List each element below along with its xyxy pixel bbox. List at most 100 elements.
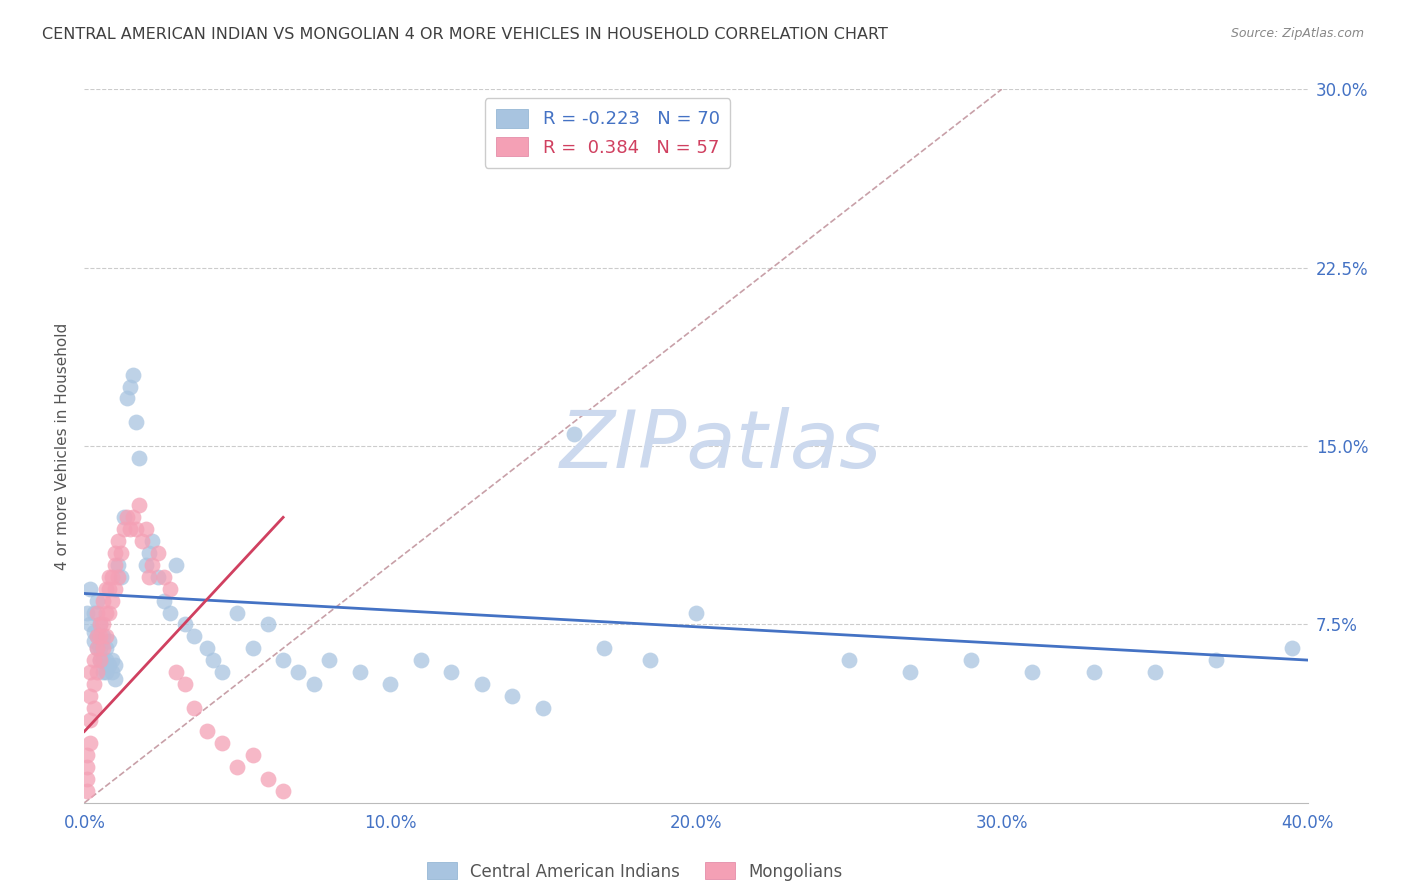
Point: [112, 522, 135, 536]
Point: [271, 653, 294, 667]
Point: [211, 736, 233, 750]
Point: [159, 606, 181, 620]
Point: [195, 641, 218, 656]
Point: [302, 677, 325, 691]
Point: [153, 593, 176, 607]
Point: [153, 570, 176, 584]
Point: [531, 700, 554, 714]
Point: [76, 772, 98, 786]
Point: [174, 677, 197, 691]
Point: [107, 534, 129, 549]
Point: [104, 582, 127, 596]
Point: [1083, 665, 1105, 679]
Point: [1021, 665, 1043, 679]
Point: [107, 558, 129, 572]
Point: [104, 657, 127, 672]
Point: [471, 677, 494, 691]
Point: [104, 546, 127, 560]
Point: [122, 368, 145, 382]
Point: [159, 582, 181, 596]
Point: [165, 665, 187, 679]
Point: [115, 392, 138, 406]
Point: [86, 606, 108, 620]
Point: [89, 629, 111, 643]
Point: [409, 653, 432, 667]
Point: [131, 534, 153, 549]
Point: [79, 736, 101, 750]
Point: [685, 606, 707, 620]
Point: [94, 665, 117, 679]
Point: [86, 665, 108, 679]
Point: [86, 593, 108, 607]
Point: [174, 617, 197, 632]
Point: [91, 653, 114, 667]
Point: [242, 748, 264, 763]
Point: [593, 641, 616, 656]
Point: [122, 510, 145, 524]
Point: [94, 582, 117, 596]
Point: [104, 558, 127, 572]
Point: [349, 665, 371, 679]
Point: [120, 379, 142, 393]
Point: [101, 570, 124, 584]
Point: [201, 653, 224, 667]
Point: [83, 624, 105, 639]
Point: [960, 653, 983, 667]
Point: [91, 629, 114, 643]
Point: [83, 606, 105, 620]
Point: [211, 665, 233, 679]
Point: [138, 546, 160, 560]
Point: [101, 653, 124, 667]
Point: [110, 546, 132, 560]
Point: [94, 653, 117, 667]
Point: [271, 784, 294, 798]
Point: [91, 617, 114, 632]
Point: [257, 617, 280, 632]
Point: [76, 784, 98, 798]
Point: [141, 534, 163, 549]
Point: [138, 570, 160, 584]
Point: [83, 634, 105, 648]
Point: [83, 653, 105, 667]
Point: [107, 570, 129, 584]
Point: [86, 641, 108, 656]
Point: [380, 677, 402, 691]
Point: [125, 522, 148, 536]
Point: [638, 653, 661, 667]
Point: [91, 641, 114, 656]
Point: [838, 653, 860, 667]
Point: [898, 665, 921, 679]
Point: [89, 653, 111, 667]
Point: [502, 689, 524, 703]
Point: [79, 713, 101, 727]
Point: [94, 629, 117, 643]
Point: [76, 748, 98, 763]
Point: [94, 641, 117, 656]
Point: [76, 760, 98, 774]
Point: [101, 593, 124, 607]
Point: [226, 606, 249, 620]
Point: [89, 641, 111, 656]
Point: [1205, 653, 1227, 667]
Point: [97, 606, 120, 620]
Text: Source: ZipAtlas.com: Source: ZipAtlas.com: [1230, 27, 1364, 40]
Point: [440, 665, 463, 679]
Point: [135, 522, 157, 536]
Point: [110, 570, 132, 584]
Text: CENTRAL AMERICAN INDIAN VS MONGOLIAN 4 OR MORE VEHICLES IN HOUSEHOLD CORRELATION: CENTRAL AMERICAN INDIAN VS MONGOLIAN 4 O…: [42, 27, 889, 42]
Point: [79, 617, 101, 632]
Point: [242, 641, 264, 656]
Point: [89, 617, 111, 632]
Point: [89, 617, 111, 632]
Point: [112, 510, 135, 524]
Point: [91, 665, 114, 679]
Point: [257, 772, 280, 786]
Point: [120, 522, 142, 536]
Point: [79, 665, 101, 679]
Point: [79, 689, 101, 703]
Point: [76, 606, 98, 620]
Point: [165, 558, 187, 572]
Point: [141, 558, 163, 572]
Point: [135, 558, 157, 572]
Point: [183, 629, 205, 643]
